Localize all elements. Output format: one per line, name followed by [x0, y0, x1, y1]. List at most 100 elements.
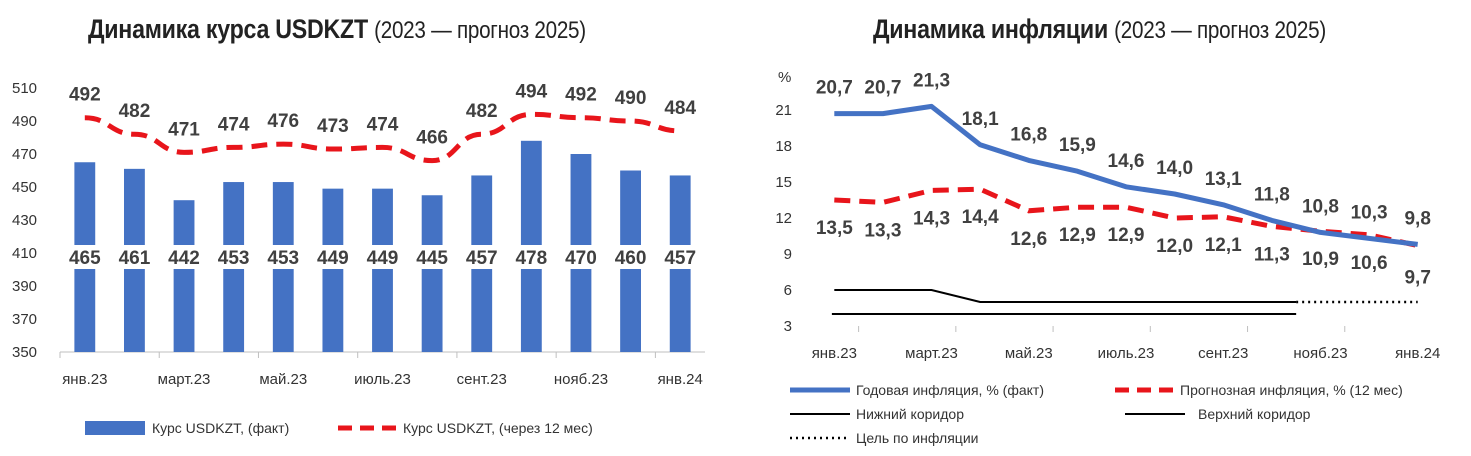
x-tick-label: янв.23: [62, 371, 107, 388]
line-data-label: 474: [367, 114, 399, 135]
bar-data-label: 453: [267, 248, 299, 269]
bar-data-label: 442: [168, 248, 200, 269]
bar-label-background: [658, 245, 703, 269]
fact-data-label: 13,1: [1205, 169, 1242, 190]
x-tick-label: май.23: [1005, 345, 1053, 362]
fact-data-label: 21,3: [913, 70, 950, 91]
y-tick-label: 450: [12, 179, 37, 196]
bar-label-background: [62, 245, 107, 269]
line-data-label: 492: [69, 85, 101, 106]
bar-data-label: 461: [119, 248, 151, 269]
line-data-label: 494: [515, 81, 547, 102]
y-tick-label: 350: [12, 344, 37, 361]
y-tick-label: 21: [775, 102, 792, 119]
x-tick-label: нояб.23: [554, 371, 608, 388]
legend-label-annual: Годовая инфляция, % (факт): [856, 382, 1044, 398]
legend-label-lower: Нижний коридор: [856, 406, 964, 422]
y-tick-label: 12: [775, 210, 792, 227]
y-tick-label: 18: [775, 138, 792, 155]
y-tick-label: 3: [784, 318, 792, 335]
forecast-data-label: 12,9: [1108, 225, 1145, 246]
bar-label-background: [211, 245, 256, 269]
y-tick-label: 390: [12, 278, 37, 295]
bar-data-label: 445: [416, 248, 448, 269]
fact-data-label: 10,3: [1351, 202, 1388, 223]
forecast-data-label: 11,3: [1254, 244, 1290, 265]
y-tick-label: 510: [12, 80, 37, 97]
chart-subtitle-usdkzt: (2023 — прогноз 2025): [374, 17, 586, 44]
line-data-label: 473: [317, 116, 349, 137]
fact-data-label: 9,8: [1404, 208, 1430, 229]
x-tick-label: март.23: [158, 371, 211, 388]
x-tick-label: июль.23: [1098, 345, 1155, 362]
bar-label-background: [509, 245, 554, 269]
y-tick-label: 410: [12, 245, 37, 262]
line-data-label: 471: [168, 119, 200, 140]
legend-label-forecast: Прогнозная инфляция, % (12 мес): [1180, 382, 1403, 398]
y-tick-label: 15: [775, 174, 792, 191]
x-tick-label: янв.24: [658, 371, 703, 388]
forecast-data-label: 12,0: [1156, 236, 1193, 257]
legend-label-target: Цель по инфляции: [856, 430, 978, 446]
bar-data-label: 470: [565, 248, 597, 269]
fact-data-label: 20,7: [816, 78, 853, 99]
forecast-data-label: 12,1: [1205, 235, 1242, 256]
fact-data-label: 18,1: [962, 109, 999, 130]
annual-inflation-line: [834, 103, 1418, 247]
bar-label-background: [112, 245, 157, 269]
fact-data-label: 11,8: [1254, 184, 1290, 205]
x-tick-label: янв.24: [1395, 345, 1440, 362]
forecast-data-label: 10,6: [1351, 253, 1388, 274]
fact-data-label: 10,8: [1302, 196, 1339, 217]
bar-data-label: 449: [367, 248, 399, 269]
line-data-label: 474: [218, 114, 250, 135]
legend-label-upper: Верхний коридор: [1198, 406, 1311, 422]
bar-label-background: [310, 245, 355, 269]
forecast-data-label: 10,9: [1302, 249, 1339, 270]
forecast-data-label: 14,3: [913, 208, 950, 229]
x-tick-label: янв.23: [812, 345, 857, 362]
y-axis-unit: %: [778, 69, 791, 86]
x-tick-label: нояб.23: [1293, 345, 1347, 362]
line-data-label: 492: [565, 85, 597, 106]
bar: [322, 188, 344, 352]
fact-data-label: 20,7: [864, 78, 901, 99]
bar-data-label: 457: [664, 248, 696, 269]
x-tick-label: май.23: [259, 371, 307, 388]
bar: [173, 200, 195, 352]
forecast-data-label: 12,6: [1010, 229, 1047, 250]
x-tick-label: март.23: [905, 345, 958, 362]
chart-title-usdkzt: Динамика курса USDKZT (2023 — прогноз 20…: [88, 14, 586, 45]
legend-swatch-bar: [85, 421, 145, 435]
bar-data-label: 460: [615, 248, 647, 269]
bar-label-background: [360, 245, 405, 269]
bar-data-label: 465: [69, 248, 101, 269]
bar-label-background: [261, 245, 306, 269]
x-tick-label: сент.23: [1198, 345, 1248, 362]
line-data-label: 482: [466, 101, 498, 122]
forecast-data-label: 14,4: [962, 207, 999, 228]
y-tick-label: 6: [784, 282, 792, 299]
fact-data-label: 14,6: [1108, 151, 1145, 172]
y-tick-label: 9: [784, 246, 792, 263]
bar-label-background: [162, 245, 207, 269]
legend-label-fact: Курс USDKZT, (факт): [152, 420, 289, 436]
y-tick-label: 490: [12, 113, 37, 130]
bar-data-label: 453: [218, 248, 250, 269]
bar-label-background: [558, 245, 603, 269]
line-data-label: 490: [615, 88, 647, 109]
line-data-label: 476: [267, 111, 299, 132]
y-tick-label: 370: [12, 311, 37, 328]
bar-data-label: 478: [515, 248, 547, 269]
legend-label-forecast: Курс USDKZT, (через 12 мес): [403, 420, 593, 436]
chart-title-usdkzt-main: Динамика курса USDKZT: [88, 14, 368, 44]
usdkzt-chart: 350 370 390 410 430 450 470 490 510 янв.23 март.23…: [12, 80, 705, 436]
chart-subtitle-inflation: (2023 — прогноз 2025): [1114, 17, 1326, 44]
forecast-rate-line: [84, 111, 681, 164]
chart-title-inflation: Динамика инфляции (2023 — прогноз 2025): [873, 14, 1326, 45]
y-tick-label: 430: [12, 212, 37, 229]
forecast-data-label: 9,7: [1404, 268, 1430, 289]
line-data-label: 482: [119, 101, 151, 122]
bar-label-background: [459, 245, 504, 269]
